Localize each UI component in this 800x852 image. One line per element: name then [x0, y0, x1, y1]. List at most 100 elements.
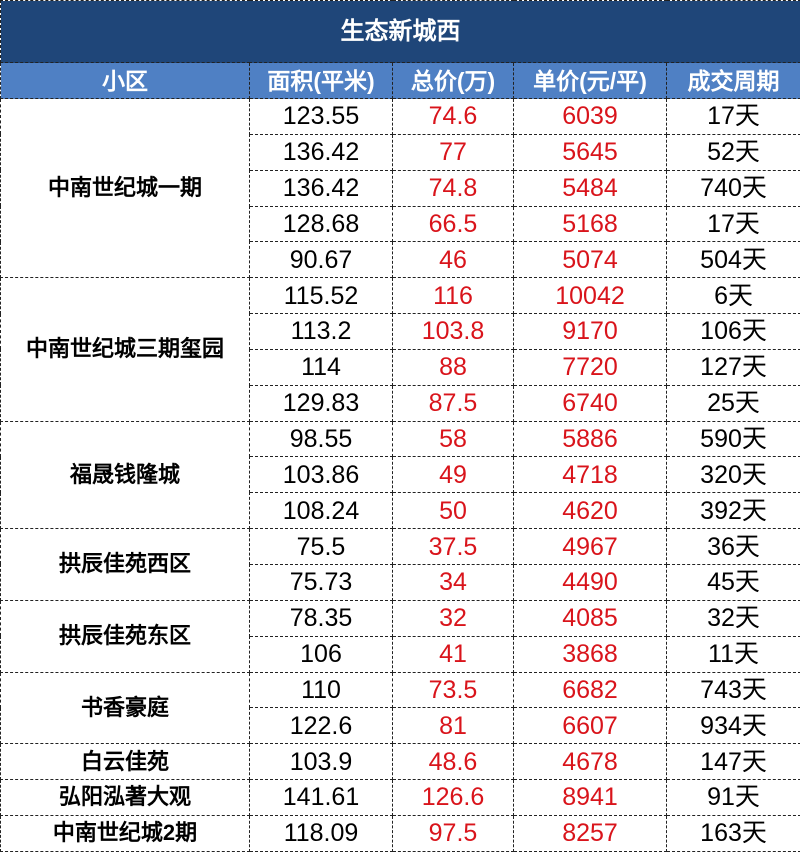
deal-cycle-cell: 163天 — [667, 815, 800, 851]
area-cell: 118.09 — [250, 815, 393, 851]
deal-cycle-cell: 25天 — [667, 385, 800, 421]
total-price-cell: 46 — [393, 242, 514, 278]
area-cell: 115.52 — [250, 278, 393, 314]
deal-cycle-cell: 743天 — [667, 672, 800, 708]
deal-cycle-cell: 392天 — [667, 493, 800, 529]
deal-cycle-cell: 127天 — [667, 349, 800, 385]
deal-cycle-cell: 6天 — [667, 278, 800, 314]
unit-price-cell: 5645 — [514, 134, 667, 170]
area-cell: 110 — [250, 672, 393, 708]
area-cell: 136.42 — [250, 134, 393, 170]
deal-cycle-cell: 504天 — [667, 242, 800, 278]
deal-cycle-cell: 320天 — [667, 457, 800, 493]
community-name: 弘阳泓著大观 — [1, 780, 250, 816]
deal-cycle-cell: 934天 — [667, 708, 800, 744]
unit-price-cell: 6740 — [514, 385, 667, 421]
community-name: 中南世纪城三期玺园 — [1, 278, 250, 421]
unit-price-cell: 4085 — [514, 600, 667, 636]
total-price-cell: 34 — [393, 564, 514, 600]
unit-price-cell: 4718 — [514, 457, 667, 493]
area-cell: 75.5 — [250, 529, 393, 565]
column-header: 单价(元/平) — [514, 63, 667, 99]
unit-price-cell: 4967 — [514, 529, 667, 565]
total-price-cell: 73.5 — [393, 672, 514, 708]
deal-cycle-cell: 147天 — [667, 744, 800, 780]
deal-cycle-cell: 106天 — [667, 314, 800, 350]
unit-price-cell: 5886 — [514, 421, 667, 457]
deal-cycle-cell: 11天 — [667, 636, 800, 672]
area-cell: 122.6 — [250, 708, 393, 744]
total-price-cell: 116 — [393, 278, 514, 314]
column-header: 总价(万) — [393, 63, 514, 99]
unit-price-cell: 7720 — [514, 349, 667, 385]
deal-cycle-cell: 91天 — [667, 780, 800, 816]
deal-cycle-cell: 740天 — [667, 170, 800, 206]
area-cell: 141.61 — [250, 780, 393, 816]
area-cell: 108.24 — [250, 493, 393, 529]
total-price-cell: 103.8 — [393, 314, 514, 350]
unit-price-cell: 8257 — [514, 815, 667, 851]
total-price-cell: 48.6 — [393, 744, 514, 780]
unit-price-cell: 5168 — [514, 206, 667, 242]
area-cell: 113.2 — [250, 314, 393, 350]
area-cell: 136.42 — [250, 170, 393, 206]
community-name: 拱辰佳苑东区 — [1, 600, 250, 672]
area-cell: 106 — [250, 636, 393, 672]
area-cell: 75.73 — [250, 564, 393, 600]
community-name: 福晟钱隆城 — [1, 421, 250, 529]
total-price-cell: 97.5 — [393, 815, 514, 851]
unit-price-cell: 6607 — [514, 708, 667, 744]
column-header: 成交周期 — [667, 63, 800, 99]
unit-price-cell: 9170 — [514, 314, 667, 350]
total-price-cell: 88 — [393, 349, 514, 385]
community-name: 拱辰佳苑西区 — [1, 529, 250, 601]
unit-price-cell: 6682 — [514, 672, 667, 708]
total-price-cell: 126.6 — [393, 780, 514, 816]
unit-price-cell: 4490 — [514, 564, 667, 600]
area-cell: 98.55 — [250, 421, 393, 457]
total-price-cell: 81 — [393, 708, 514, 744]
community-name: 白云佳苑 — [1, 744, 250, 780]
total-price-cell: 87.5 — [393, 385, 514, 421]
deal-cycle-cell: 36天 — [667, 529, 800, 565]
area-cell: 78.35 — [250, 600, 393, 636]
total-price-cell: 32 — [393, 600, 514, 636]
deal-cycle-cell: 45天 — [667, 564, 800, 600]
total-price-cell: 49 — [393, 457, 514, 493]
community-name: 中南世纪城2期 — [1, 815, 250, 851]
total-price-cell: 41 — [393, 636, 514, 672]
area-cell: 103.9 — [250, 744, 393, 780]
unit-price-cell: 8941 — [514, 780, 667, 816]
area-cell: 129.83 — [250, 385, 393, 421]
unit-price-cell: 5074 — [514, 242, 667, 278]
deal-cycle-cell: 17天 — [667, 206, 800, 242]
total-price-cell: 50 — [393, 493, 514, 529]
area-cell: 123.55 — [250, 99, 393, 135]
unit-price-cell: 10042 — [514, 278, 667, 314]
unit-price-cell: 3868 — [514, 636, 667, 672]
deal-cycle-cell: 17天 — [667, 99, 800, 135]
unit-price-cell: 5484 — [514, 170, 667, 206]
community-name: 中南世纪城一期 — [1, 99, 250, 278]
unit-price-cell: 6039 — [514, 99, 667, 135]
area-cell: 128.68 — [250, 206, 393, 242]
total-price-cell: 66.5 — [393, 206, 514, 242]
area-cell: 103.86 — [250, 457, 393, 493]
unit-price-cell: 4678 — [514, 744, 667, 780]
total-price-cell: 37.5 — [393, 529, 514, 565]
community-name: 书香豪庭 — [1, 672, 250, 744]
total-price-cell: 74.6 — [393, 99, 514, 135]
area-cell: 90.67 — [250, 242, 393, 278]
area-cell: 114 — [250, 349, 393, 385]
total-price-cell: 77 — [393, 134, 514, 170]
